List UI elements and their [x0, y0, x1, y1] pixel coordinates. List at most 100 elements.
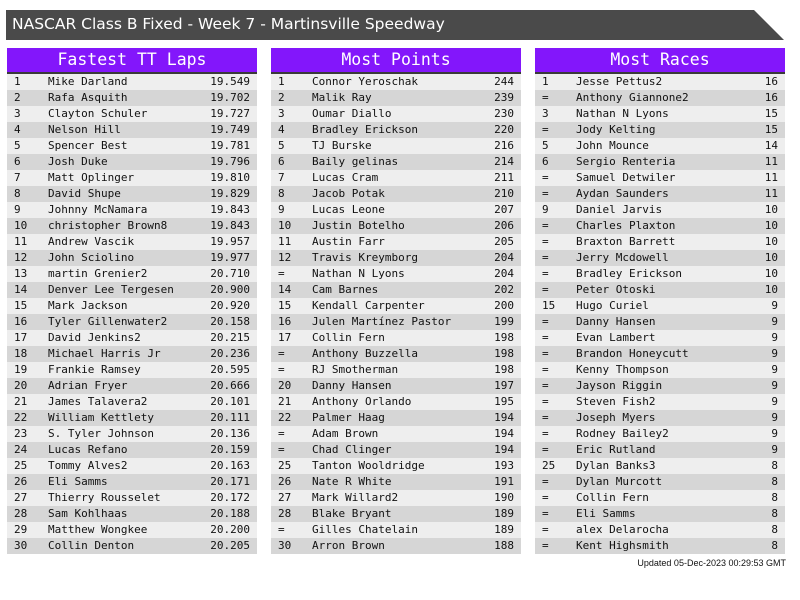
rank-cell: =	[542, 187, 549, 200]
table-row: = Gilles Chatelain 189	[271, 522, 521, 538]
rank-cell: 28	[14, 507, 28, 520]
rank-cell: 6	[14, 155, 21, 168]
driver-name-cell: Nathan N Lyons	[312, 267, 405, 280]
panel-title: Fastest TT Laps	[7, 48, 257, 74]
rank-cell: =	[542, 427, 549, 440]
driver-name-cell: Spencer Best	[48, 139, 128, 152]
rank-cell: 1	[278, 75, 285, 88]
value-cell: 11	[764, 171, 778, 184]
value-cell: 9	[771, 411, 778, 424]
rank-cell: 26	[278, 475, 292, 488]
rank-cell: =	[542, 283, 549, 296]
value-cell: 8	[771, 475, 778, 488]
table-row: 25 Tommy Alves2 20.163	[7, 458, 257, 474]
table-row: 10 christopher Brown8 19.843	[7, 218, 257, 234]
rank-cell: =	[542, 395, 549, 408]
value-cell: 20.666	[210, 379, 250, 392]
value-cell: 20.188	[210, 507, 250, 520]
value-cell: 211	[494, 171, 514, 184]
rank-cell: 23	[14, 427, 28, 440]
table-row: 12 Travis Kreymborg 204	[271, 250, 521, 266]
value-cell: 8	[771, 523, 778, 536]
table-row: = Brandon Honeycutt 9	[535, 346, 785, 362]
table-row: = Joseph Myers 9	[535, 410, 785, 426]
driver-name-cell: Andrew Vascik	[48, 235, 135, 248]
driver-name-cell: Eric Rutland	[576, 443, 656, 456]
driver-name-cell: Connor Yeroschak	[312, 75, 418, 88]
rank-cell: 10	[14, 219, 28, 232]
value-cell: 8	[771, 539, 778, 552]
driver-name-cell: David Shupe	[48, 187, 121, 200]
rank-cell: 25	[278, 459, 292, 472]
rank-cell: 5	[542, 139, 549, 152]
table-row: = Steven Fish2 9	[535, 394, 785, 410]
table-row: = Kenny Thompson 9	[535, 362, 785, 378]
driver-name-cell: Adrian Fryer	[48, 379, 128, 392]
driver-name-cell: Frankie Ramsey	[48, 363, 141, 376]
table-row: 18 Michael Harris Jr 20.236	[7, 346, 257, 362]
table-row: = Jerry Mcdowell 10	[535, 250, 785, 266]
driver-name-cell: Lucas Cram	[312, 171, 379, 184]
rank-cell: 20	[278, 379, 292, 392]
rank-cell: =	[278, 443, 285, 456]
value-cell: 9	[771, 395, 778, 408]
rank-cell: =	[278, 523, 285, 536]
value-cell: 193	[494, 459, 514, 472]
value-cell: 20.101	[210, 395, 250, 408]
table-row: 3 Nathan N Lyons 15	[535, 106, 785, 122]
driver-name-cell: Tanton Wooldridge	[312, 459, 425, 472]
rank-cell: =	[542, 171, 549, 184]
value-cell: 20.236	[210, 347, 250, 360]
driver-name-cell: Aydan Saunders	[576, 187, 669, 200]
table-row: 16 Tyler Gillenwater2 20.158	[7, 314, 257, 330]
rank-cell: 1	[542, 75, 549, 88]
rank-cell: 15	[278, 299, 292, 312]
driver-name-cell: TJ Burske	[312, 139, 372, 152]
driver-name-cell: David Jenkins2	[48, 331, 141, 344]
value-cell: 20.920	[210, 299, 250, 312]
value-cell: 216	[494, 139, 514, 152]
rank-cell: 26	[14, 475, 28, 488]
driver-name-cell: Jody Kelting	[576, 123, 656, 136]
driver-name-cell: S. Tyler Johnson	[48, 427, 154, 440]
table-row: = Jody Kelting 15	[535, 122, 785, 138]
rank-cell: =	[542, 507, 549, 520]
driver-name-cell: Peter Otoski	[576, 283, 656, 296]
rank-cell: =	[542, 363, 549, 376]
value-cell: 200	[494, 299, 514, 312]
rank-cell: =	[542, 315, 549, 328]
driver-name-cell: Palmer Haag	[312, 411, 385, 424]
value-cell: 207	[494, 203, 514, 216]
driver-name-cell: Clayton Schuler	[48, 107, 148, 120]
rank-cell: =	[278, 427, 285, 440]
value-cell: 194	[494, 427, 514, 440]
value-cell: 19.957	[210, 235, 250, 248]
table-row: 4 Nelson Hill 19.749	[7, 122, 257, 138]
table-row: = Charles Plaxton 10	[535, 218, 785, 234]
value-cell: 198	[494, 347, 514, 360]
rank-cell: 2	[278, 91, 285, 104]
leaderboard-table: 1 Mike Darland 19.549 2 Rafa Asquith 19.702 3 C…	[7, 74, 257, 554]
table-row: 21 James Talavera2 20.101	[7, 394, 257, 410]
rank-cell: 1	[14, 75, 21, 88]
panel-title: Most Points	[271, 48, 521, 74]
panel-most-races: Most Races 1 Jesse Pettus2 16 = Anthony Gian…	[535, 48, 785, 554]
rank-cell: 27	[278, 491, 292, 504]
value-cell: 214	[494, 155, 514, 168]
value-cell: 20.710	[210, 267, 250, 280]
value-cell: 189	[494, 523, 514, 536]
value-cell: 20.136	[210, 427, 250, 440]
rank-cell: =	[542, 411, 549, 424]
driver-name-cell: Nathan N Lyons	[576, 107, 669, 120]
table-row: 14 Denver Lee Tergesen 20.900	[7, 282, 257, 298]
rank-cell: 14	[278, 283, 292, 296]
value-cell: 202	[494, 283, 514, 296]
value-cell: 20.595	[210, 363, 250, 376]
table-row: 9 Lucas Leone 207	[271, 202, 521, 218]
rank-cell: 6	[278, 155, 285, 168]
rank-cell: 2	[14, 91, 21, 104]
rank-cell: 30	[14, 539, 28, 552]
value-cell: 197	[494, 379, 514, 392]
value-cell: 10	[764, 283, 778, 296]
table-row: = Aydan Saunders 11	[535, 186, 785, 202]
